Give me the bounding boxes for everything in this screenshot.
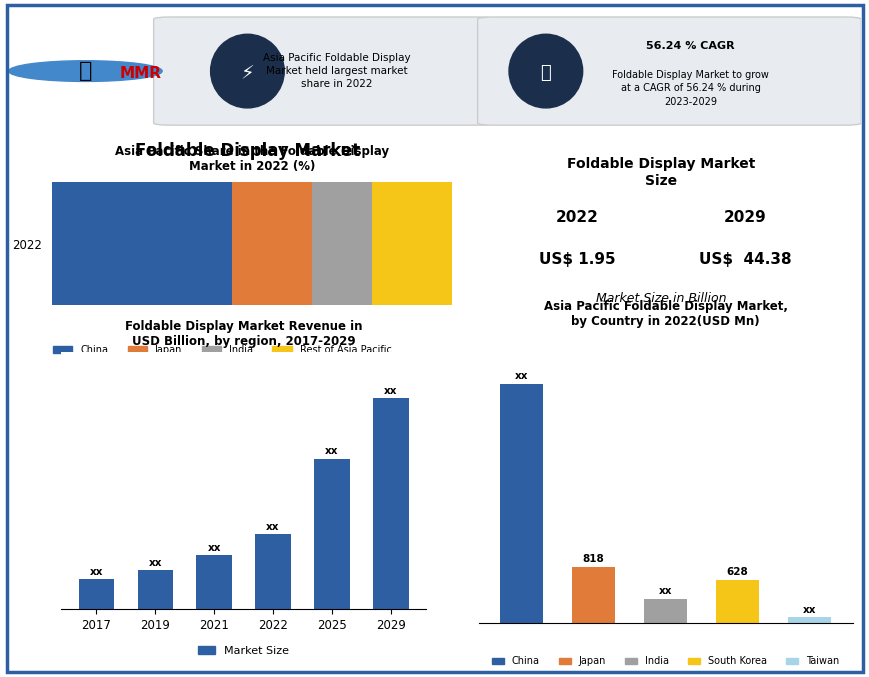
Bar	[196, 555, 231, 609]
Bar	[643, 599, 687, 623]
Bar	[314, 459, 349, 609]
FancyBboxPatch shape	[477, 17, 860, 125]
Legend: Market Size: Market Size	[194, 641, 293, 660]
Text: xx: xx	[266, 521, 280, 531]
Legend: China, Japan, India, Rest of Asia Pacific: China, Japan, India, Rest of Asia Pacifi…	[49, 341, 395, 358]
Ellipse shape	[210, 35, 284, 108]
Text: Foldable Display Market: Foldable Display Market	[136, 141, 360, 160]
Bar	[78, 580, 114, 609]
Title: Foldable Display Market Revenue in
USD Billion, by region, 2017-2029: Foldable Display Market Revenue in USD B…	[125, 320, 362, 348]
Text: xx: xx	[384, 386, 397, 396]
Text: 2022: 2022	[555, 210, 598, 225]
Bar	[715, 580, 758, 623]
Text: MMR: MMR	[120, 66, 162, 81]
Text: Foldable Display Market
Size: Foldable Display Market Size	[567, 157, 754, 188]
Text: 56.24 % CAGR: 56.24 % CAGR	[646, 41, 734, 51]
Bar	[572, 567, 614, 623]
Text: xx: xx	[207, 543, 221, 552]
Circle shape	[9, 61, 162, 81]
Text: xx: xx	[325, 446, 338, 456]
Bar	[372, 182, 452, 305]
Text: Foldable Display Market to grow
at a CAGR of 56.24 % during
2023-2029: Foldable Display Market to grow at a CAG…	[612, 70, 768, 106]
Bar	[255, 534, 290, 609]
Text: US$ 1.95: US$ 1.95	[538, 252, 614, 267]
Ellipse shape	[508, 35, 582, 108]
Text: xx: xx	[149, 558, 162, 568]
Legend: China, Japan, India, South Korea, Taiwan: China, Japan, India, South Korea, Taiwan	[488, 653, 842, 670]
Text: 628: 628	[726, 567, 747, 577]
Text: xx: xx	[658, 586, 672, 596]
Text: US$  44.38: US$ 44.38	[699, 252, 791, 267]
Bar	[232, 182, 312, 305]
Text: 2029: 2029	[723, 210, 766, 225]
Title: Asia Pacific Foldable Display Market,
by Country in 2022(USD Mn): Asia Pacific Foldable Display Market, by…	[543, 300, 786, 328]
Text: 818: 818	[582, 554, 604, 565]
Text: xx: xx	[90, 567, 103, 577]
Title: Asia Pacific Share in the Foldable Display
Market in 2022 (%): Asia Pacific Share in the Foldable Displ…	[115, 146, 389, 173]
Bar	[500, 385, 542, 623]
Text: 🌐: 🌐	[79, 61, 92, 81]
Text: xx: xx	[514, 372, 527, 382]
Bar	[52, 182, 232, 305]
Text: Market Size in Billion: Market Size in Billion	[595, 292, 726, 305]
Text: Asia Pacific Foldable Display
Market held largest market
share in 2022: Asia Pacific Foldable Display Market hel…	[262, 53, 410, 89]
Bar	[312, 182, 372, 305]
Text: ⚡: ⚡	[240, 64, 254, 83]
FancyBboxPatch shape	[154, 17, 494, 125]
Bar	[373, 399, 408, 609]
Bar	[787, 617, 830, 623]
Text: 🔥: 🔥	[540, 64, 551, 83]
Text: xx: xx	[802, 605, 815, 615]
Bar	[137, 570, 173, 609]
